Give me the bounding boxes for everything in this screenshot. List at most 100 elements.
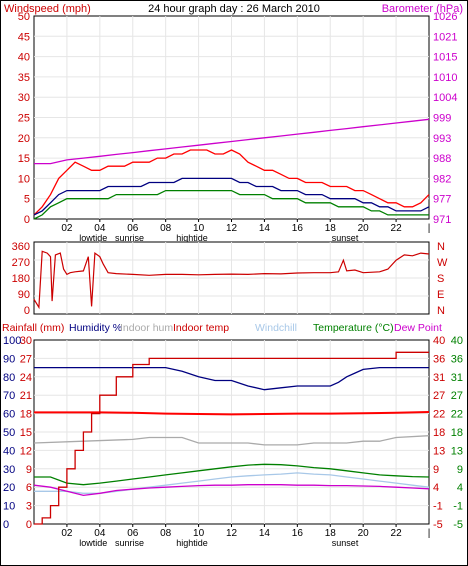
x-tick-label: 06 [127, 223, 139, 234]
legend-label: Indoor temp [173, 322, 229, 334]
temp-tick-label-inner: 36 [433, 353, 445, 365]
legend-label: Dew Point [394, 322, 442, 334]
humidity-tick-label: 50 [3, 427, 15, 439]
windspeed-tick-label: 15 [18, 153, 30, 165]
humidity-tick-label: 70 [3, 390, 15, 402]
series-line-windspeed [33, 189, 429, 220]
rain-tick-label: 24 [20, 372, 32, 384]
legend-label: Temperature (°C) [313, 322, 394, 334]
series-line-humidity [34, 366, 429, 391]
humidity-tick-label: 60 [3, 409, 15, 421]
barometer-tick-label: 971 [433, 214, 451, 226]
windspeed-tick-label: 30 [18, 92, 30, 104]
event-label: lowtide [79, 538, 107, 548]
x-tick-label: 20 [358, 223, 370, 234]
humidity-ticks: 0 10 20 30 40 50 60 70 80 90 100 [3, 335, 21, 531]
direction-tick-label: 90 [18, 289, 30, 301]
x-tick-label-end: | [428, 528, 431, 539]
x-tick-label: 22 [391, 528, 403, 539]
direction-tick-label: 360 [12, 241, 30, 253]
x-tick-label-end: | [428, 223, 431, 234]
series-line-indoor-hum [33, 435, 430, 446]
barometer-tick-label: 993 [433, 133, 451, 145]
humidity-tick-label: 80 [3, 372, 15, 384]
temp-tick-label-inner: 27 [433, 390, 445, 402]
rain-tick-label: 15 [20, 427, 32, 439]
windspeed-tick-label: 10 [18, 173, 30, 185]
temp-tick-label-inner: 22 [433, 409, 445, 421]
barometer-tick-label: 988 [433, 153, 451, 165]
humidity-tick-label: 0 [3, 519, 9, 531]
x-tick-label: 14 [259, 223, 271, 234]
x-ticks-1: 02 04 06 08 10 12 14 16 18 20 22 | [61, 219, 430, 234]
compass-tick-label: N [437, 241, 445, 253]
x-tick-label: 02 [61, 528, 73, 539]
compass-tick-label: N [437, 305, 445, 317]
temp-tick-label-outer: 22 [451, 409, 463, 421]
windspeed-tick-label: 25 [18, 113, 30, 125]
x-tick-label: 12 [226, 528, 238, 539]
barometer-ticks: 971 977 982 988 993 999 1004 1010 1015 1021 1026 [433, 11, 457, 226]
temp-tick-label-inner: 9 [433, 464, 439, 476]
humidity-tick-label: 40 [3, 445, 15, 457]
series-line-rainfall [34, 351, 429, 525]
windspeed-tick-label: 20 [18, 133, 30, 145]
series-1 [33, 118, 430, 220]
rain-tick-label: 30 [20, 335, 32, 347]
temperature-humidity-rain-chart: Rainfall (mm) Humidity %Indoor hum Indoor … [2, 322, 463, 548]
x-tick-label: 04 [94, 223, 106, 234]
grid-2 [34, 242, 429, 314]
barometer-tick-label: 1010 [433, 72, 457, 84]
windspeed-tick-label: 5 [24, 194, 30, 206]
barometer-axis-label: Barometer (hPa) [382, 3, 463, 15]
windspeed-ticks: 0 5 10 15 20 25 30 35 40 45 50 [18, 11, 30, 226]
x-tick-label: 16 [292, 223, 304, 234]
chart-title: 24 hour graph day : 26 March 2010 [148, 3, 320, 15]
series-line-windchill [34, 472, 430, 494]
x-ticks-3: 02 04 06 08 10 12 14 16 18 20 22 | [61, 524, 430, 539]
x-tick-label: 08 [160, 223, 172, 234]
x-tick-label: 10 [193, 528, 205, 539]
event-label: hightide [176, 233, 208, 243]
x-tick-label: 02 [61, 223, 73, 234]
legend-label: Humidity % [69, 322, 122, 334]
legend-label: Rainfall (mm) [2, 322, 64, 334]
barometer-tick-label: 1026 [433, 11, 457, 23]
temp-tick-label-inner: 18 [433, 427, 445, 439]
temp-tick-label-inner: 13 [433, 445, 445, 457]
event-label: sunrise [115, 233, 144, 243]
event-label: hightide [176, 538, 208, 548]
temp-tick-label-outer: 9 [457, 464, 463, 476]
temp-tick-label-outer: 13 [451, 445, 463, 457]
events-1: lowtide sunrise hightide sunset [79, 233, 359, 243]
x-tick-label: 18 [325, 223, 337, 234]
legend-label: Windchill [255, 322, 297, 334]
windspeed-tick-label: 35 [18, 72, 30, 84]
windspeed-tick-label: 50 [18, 11, 30, 23]
series-line-average [33, 177, 430, 216]
grid-1 [34, 16, 429, 219]
event-label: sunset [332, 538, 359, 548]
temp-tick-label-outer: 18 [451, 427, 463, 439]
x-tick-label: 18 [325, 528, 337, 539]
temp-tick-label-inner: -5 [433, 519, 443, 531]
windspeed-tick-label: 45 [18, 31, 30, 43]
barometer-tick-label: 1015 [433, 52, 457, 64]
series-3 [33, 351, 430, 525]
barometer-tick-label: 1004 [433, 92, 457, 104]
legend-label: Indoor hum [120, 322, 173, 334]
temp-tick-label-outer: -5 [453, 519, 463, 531]
series-line-indoor-temp [34, 411, 430, 416]
barometer-tick-label: 1021 [433, 31, 457, 43]
temp-tick-label-inner: 4 [433, 482, 439, 494]
compass-tick-label: S [437, 273, 444, 285]
temp-tick-label-outer: 4 [457, 482, 463, 494]
rain-tick-label: 3 [26, 501, 32, 513]
rain-tick-label: 21 [20, 390, 32, 402]
x-tick-label: 12 [226, 223, 238, 234]
barometer-tick-label: 977 [433, 194, 451, 206]
